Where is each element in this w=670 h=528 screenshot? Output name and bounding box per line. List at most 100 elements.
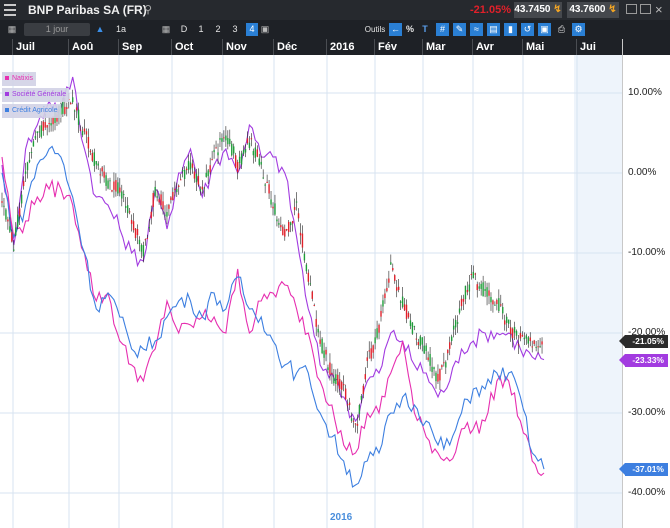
candle-body [73,110,76,112]
date-tick [171,39,172,55]
candle-body [103,171,105,178]
series-line-soci-t-g-n-rale [1,76,545,423]
candle-body [252,150,255,156]
candle-body [429,353,431,366]
range-button-3[interactable]: 3 [232,24,238,34]
candle-body [201,186,204,190]
candle-body [270,199,272,205]
candle-body [311,291,313,299]
legend-societe-generale[interactable]: Société Générale [2,88,70,102]
candle-body [152,192,154,208]
candle-body [498,298,500,312]
candle-body [75,107,78,111]
candle-body [17,214,19,227]
save-icon[interactable]: ▣ [538,23,551,36]
candle-body [223,137,225,139]
legend-credit-agricole[interactable]: Crédit Agricole [2,104,61,118]
month-label: Déc [277,41,298,53]
legend-natixis[interactable]: Natixis [2,72,37,86]
candle-body [315,318,317,327]
print-icon[interactable]: ⎙ [557,24,566,34]
candle-body [427,357,429,360]
candle-body [323,350,325,358]
cursor-icon[interactable]: ← [389,23,402,36]
candle-body [236,162,239,173]
candle-body [209,165,211,173]
candle-body [394,275,396,281]
bid-price-button[interactable]: 43.7450 ↯ [514,2,562,18]
candle-body [46,125,48,128]
y-tick-label: -20.00% [628,327,666,338]
candle-body [490,297,492,303]
candle-body [333,377,335,384]
range-button-4[interactable]: 4 [246,23,258,36]
grid-icon[interactable]: # [436,23,449,36]
popout-icon[interactable] [640,4,651,14]
candle-body [372,345,374,353]
candle-body [213,150,215,153]
draw-icon[interactable]: ✎ [453,23,466,36]
candle-body [380,310,382,317]
candle-body [403,304,406,311]
period-select[interactable]: 1 jour [24,23,90,36]
search-icon[interactable]: ⚲ [144,4,153,16]
chart-plot-area[interactable] [0,55,622,528]
menu-icon[interactable] [4,4,16,16]
candle-body [407,313,410,318]
candle-body [71,97,74,103]
minimize-icon[interactable] [626,4,637,14]
alert-icon[interactable]: ↺ [521,23,534,36]
calendar-icon[interactable]: ▦ [7,24,17,34]
range-button-1[interactable]: 1 [198,24,204,34]
candle-body [170,197,172,201]
text-tool[interactable]: T [422,24,428,34]
candle-body [52,116,54,125]
indicator-icon[interactable]: ≈ [470,23,483,36]
candle-body [111,190,113,192]
legend-label: Natixis [12,75,34,82]
candle-body [331,373,333,375]
layout-icon[interactable]: ▤ [487,23,500,36]
month-label: Nov [226,41,247,53]
settings-icon[interactable]: ⚙ [572,23,585,36]
candle-body [119,187,121,193]
candle-body [97,163,99,166]
candle-body [117,182,119,194]
candle-body [441,365,443,368]
range-button-1a[interactable]: 1a [115,24,126,34]
calendar-range-icon[interactable]: ▦ [161,24,171,34]
range-button-2[interactable]: 2 [215,24,221,34]
tools-menu[interactable]: Outils [364,25,386,34]
candle-body [456,322,459,324]
candle-body [486,287,488,297]
candle-body [109,180,111,182]
candle-body [307,272,310,282]
candle-body [396,287,398,291]
close-icon[interactable]: × [655,2,663,17]
candle-body [81,130,84,136]
lock-icon[interactable]: ▲ [95,24,105,34]
legend-swatch [5,108,9,113]
candle-body [85,131,88,135]
export-icon[interactable]: ▣ [260,24,270,34]
date-tick [422,39,423,55]
month-label: Juil [16,41,35,53]
date-tick [374,39,375,55]
candle-body [130,219,133,224]
compare-icon[interactable]: ▮ [504,23,517,36]
candle-body [154,186,156,196]
candle-body [242,150,245,154]
candle-body [531,346,533,348]
candle-body [123,194,125,196]
candle-body [246,138,249,143]
candle-body [24,171,27,174]
candle-body [364,374,366,380]
candle-body [38,131,41,133]
range-button-d[interactable]: D [180,24,188,34]
percent-toggle[interactable]: % [405,24,414,34]
candle-body [366,357,368,361]
candle-body [295,201,298,203]
ask-price-button[interactable]: 43.7600 ↯ [567,2,619,18]
candle-body [248,142,251,148]
candle-body [87,137,90,149]
